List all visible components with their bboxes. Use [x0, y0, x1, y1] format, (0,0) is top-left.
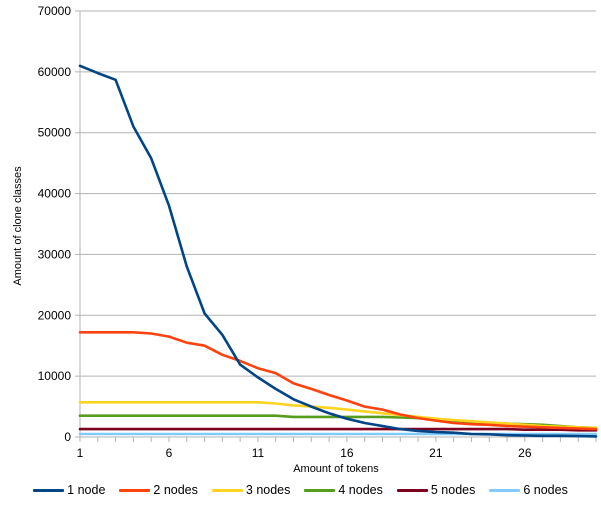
legend-label: 4 nodes	[338, 483, 383, 497]
legend-item: 2 nodes	[119, 483, 198, 497]
legend-label: 6 nodes	[523, 483, 568, 497]
legend-swatch	[33, 488, 65, 492]
series-line-2	[78, 330, 598, 431]
legend-item: 3 nodes	[211, 483, 291, 497]
x-tick-label: 6	[166, 446, 173, 460]
legend-label: 5 nodes	[430, 483, 476, 497]
y-tick-label: 30000	[38, 247, 72, 261]
y-axis-title: Amount of clone classes	[12, 166, 24, 286]
gridlines	[80, 10, 596, 438]
legend-swatch	[489, 488, 521, 492]
y-tick-label: 40000	[38, 187, 72, 201]
y-tick-label: 0	[64, 430, 71, 444]
legend-swatch	[119, 488, 151, 492]
legend-label: 1 node	[67, 483, 106, 497]
legend-swatch	[396, 488, 428, 492]
y-tick-label: 70000	[38, 4, 72, 18]
x-tick-label: 26	[518, 446, 532, 460]
legend: 1 node 2 nodes 3 nodes 4 nodes 5 nodes 6 node…	[0, 478, 601, 502]
legend-item: 4 nodes	[304, 483, 383, 497]
legend-item: 5 nodes	[396, 483, 476, 497]
series-line-5	[78, 427, 598, 432]
legend-swatch	[304, 488, 336, 492]
legend-label: 2 nodes	[153, 483, 198, 497]
legend-item: 1 node	[33, 483, 105, 497]
x-tick-label: 11	[252, 446, 265, 460]
legend-item: 6 nodes	[489, 483, 568, 497]
x-tick-label: 16	[340, 446, 354, 460]
series-lines	[78, 64, 598, 438]
y-tick-label: 50000	[38, 126, 72, 140]
x-tick-label: 21	[429, 446, 443, 460]
legend-swatch	[211, 488, 243, 492]
legend-label: 3 nodes	[245, 483, 291, 497]
x-axis-title: Amount of tokens	[293, 463, 379, 475]
y-tick-label: 20000	[38, 308, 72, 322]
series-line-1	[78, 64, 598, 438]
series-line-3	[78, 400, 598, 430]
y-tick-label: 60000	[38, 65, 72, 79]
y-tick-label: 10000	[38, 369, 72, 383]
x-tick-label: 1	[77, 446, 84, 460]
axes	[75, 10, 597, 442]
